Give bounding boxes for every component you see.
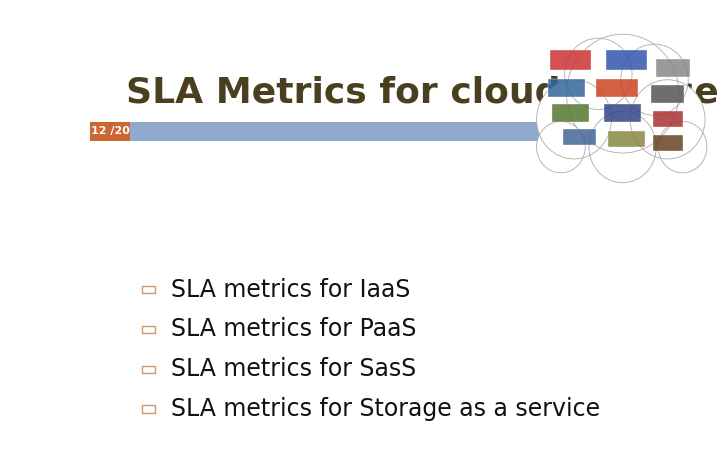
Bar (563, 129, 596, 145)
Bar (596, 79, 638, 97)
Text: 12 /20: 12 /20 (91, 126, 130, 136)
Bar (657, 59, 690, 77)
Bar (652, 112, 683, 127)
Text: SLA metrics for Storage as a service: SLA metrics for Storage as a service (171, 397, 600, 421)
Text: SLA Metrics for cloud services: SLA Metrics for cloud services (126, 75, 720, 109)
Text: SLA metrics for IaaS: SLA metrics for IaaS (171, 278, 410, 302)
Circle shape (536, 80, 611, 159)
Bar (90, 122, 130, 141)
Bar (90, 122, 648, 141)
Bar (143, 405, 155, 413)
Bar (652, 135, 683, 151)
Bar (143, 286, 155, 293)
Bar (606, 50, 647, 70)
Bar (604, 104, 642, 122)
Bar (143, 365, 155, 373)
Text: SLA metrics for PaaS: SLA metrics for PaaS (171, 317, 416, 342)
Bar (548, 79, 585, 97)
Bar (143, 326, 155, 333)
Circle shape (567, 34, 679, 153)
Text: SLA metrics for SasS: SLA metrics for SasS (171, 357, 416, 381)
Circle shape (564, 38, 632, 109)
Bar (552, 104, 589, 122)
Circle shape (536, 122, 585, 173)
Bar (651, 85, 685, 103)
Bar (549, 50, 591, 70)
Circle shape (589, 112, 657, 183)
Circle shape (621, 44, 688, 115)
Circle shape (658, 122, 707, 173)
Bar (608, 131, 645, 147)
Circle shape (630, 80, 705, 159)
